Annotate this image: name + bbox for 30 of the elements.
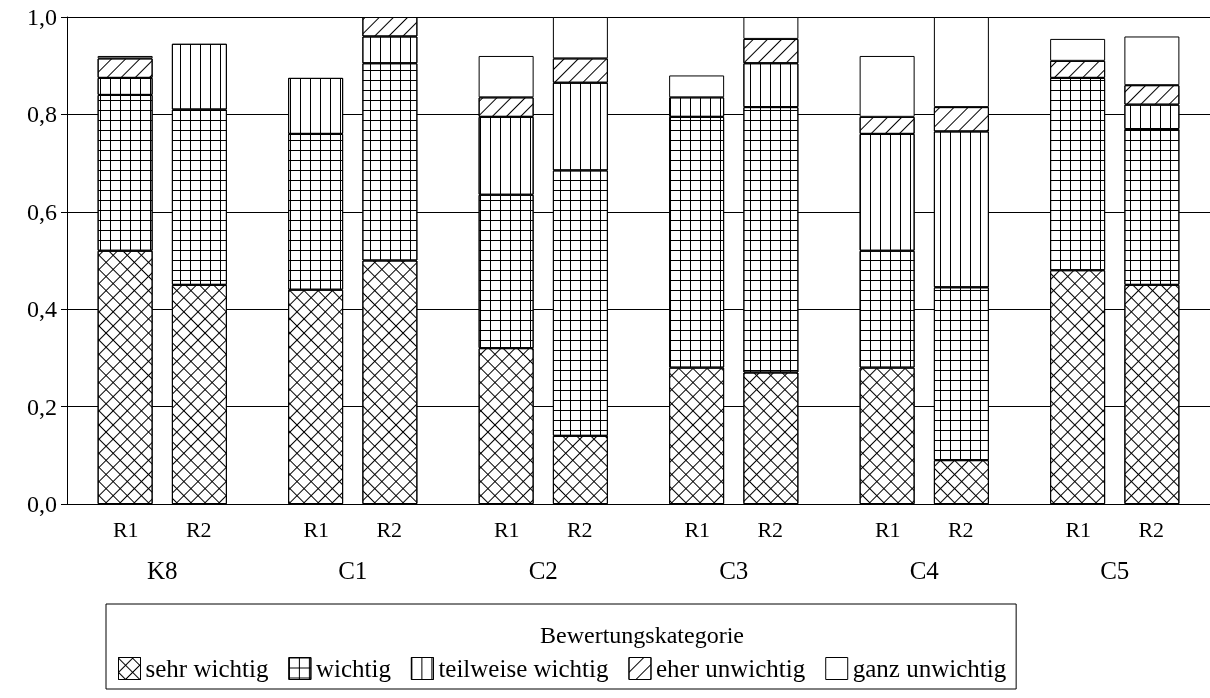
y-tick-label: 1,0	[27, 4, 57, 30]
x-tick-label: R2	[947, 516, 974, 542]
x-tick-label: R1	[303, 516, 330, 542]
legend-label: sehr wichtig	[145, 655, 269, 682]
text: C2	[528, 557, 558, 584]
x-tick-label: R1	[1065, 516, 1092, 542]
text: C5	[1100, 557, 1130, 584]
legend-label: teilweise wichtig	[438, 655, 609, 682]
y-tick-label: 0,0	[27, 491, 57, 517]
x-tick-label: R2	[1138, 516, 1165, 542]
x-tick-label: R1	[493, 516, 520, 542]
x-tick-label: R1	[874, 516, 901, 542]
legend-label: eher unwichtig	[655, 655, 806, 682]
x-tick-label: R1	[684, 516, 711, 542]
x-tick-label: R2	[566, 516, 593, 542]
x-tick-label: R2	[757, 516, 784, 542]
x-tick-label: R2	[376, 516, 403, 542]
legend-label: wichtig	[315, 655, 392, 682]
x-tick-label: R2	[185, 516, 212, 542]
legend-label: ganz unwichtig	[852, 655, 1007, 682]
text: C3	[719, 557, 749, 584]
y-tick-label: 0,2	[27, 393, 57, 420]
x-tick-label: R1	[112, 516, 139, 542]
y-tick-label: 0,4	[27, 296, 57, 323]
legend-title: Bewertungskategorie	[540, 622, 744, 648]
text: C1	[338, 557, 368, 584]
y-tick-label: 0,6	[27, 198, 57, 225]
y-tick-label: 0,8	[27, 101, 57, 128]
text: C4	[909, 557, 940, 584]
text: K8	[146, 557, 178, 584]
